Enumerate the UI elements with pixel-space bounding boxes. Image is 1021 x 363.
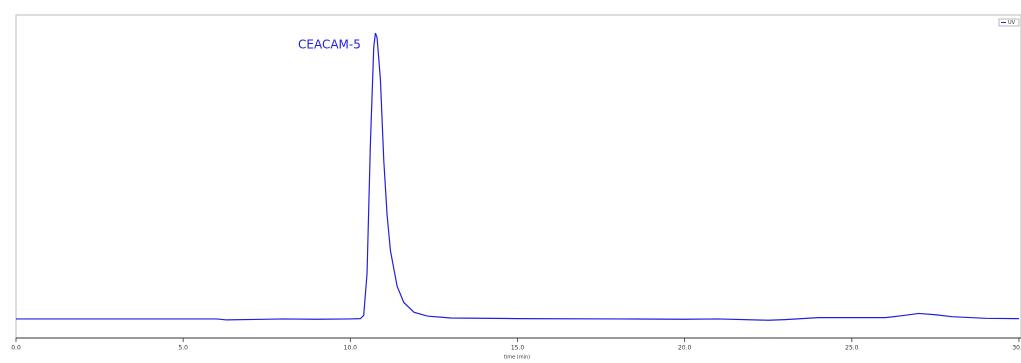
x-tick-label: 5.0 [178, 345, 188, 352]
x-tick-label: 30.0 [1012, 345, 1021, 352]
legend-box [998, 18, 1020, 27]
x-tick-label: 0.0 [11, 345, 21, 352]
peak-annotation: CEACAM-5 [298, 38, 361, 52]
trace-line [16, 32, 1020, 321]
legend-label: UV [1008, 20, 1016, 26]
x-tick-label: 25.0 [845, 345, 859, 352]
plot-frame [15, 14, 1021, 339]
x-tick-label: 20.0 [678, 345, 692, 352]
x-tick-label: 10.0 [344, 345, 358, 352]
x-axis-label: time (min) [504, 355, 530, 361]
x-tick-label: 15.0 [511, 345, 525, 352]
